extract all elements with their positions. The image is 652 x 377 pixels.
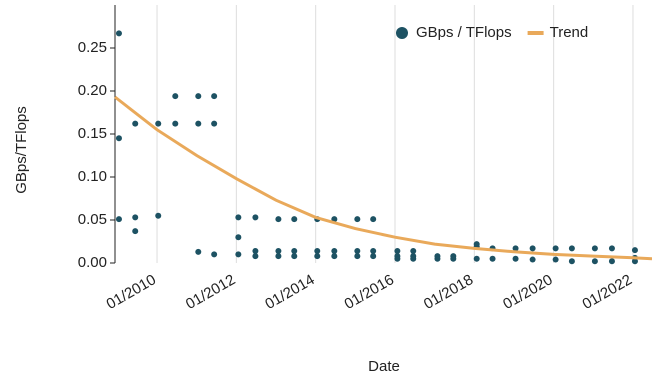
point — [115, 216, 122, 223]
point — [473, 255, 480, 262]
point — [211, 93, 218, 100]
y-tick-label: 0.05 — [78, 211, 107, 228]
point — [195, 248, 202, 255]
point — [275, 253, 282, 260]
point — [331, 247, 338, 254]
point — [370, 216, 377, 223]
point — [608, 245, 615, 252]
point — [370, 247, 377, 254]
point — [235, 214, 242, 221]
point — [155, 212, 162, 219]
point — [195, 120, 202, 127]
point — [195, 93, 202, 100]
point — [172, 93, 179, 100]
legend-label: GBps / TFlops — [416, 24, 512, 41]
point — [252, 214, 259, 221]
point — [252, 247, 259, 254]
point — [568, 245, 575, 252]
point — [275, 247, 282, 254]
point — [314, 253, 321, 260]
point — [552, 256, 559, 263]
x-tick-label: 01/2012 — [183, 271, 238, 313]
point — [450, 255, 457, 262]
point — [115, 30, 122, 37]
point — [291, 253, 298, 260]
x-tick-label: 01/2016 — [342, 271, 397, 313]
point — [631, 247, 638, 254]
point — [608, 258, 615, 265]
point — [529, 245, 536, 252]
point — [211, 120, 218, 127]
point — [235, 251, 242, 258]
point — [434, 255, 441, 262]
point — [132, 228, 139, 235]
point — [132, 214, 139, 221]
point — [291, 216, 298, 223]
point — [115, 135, 122, 142]
point — [552, 245, 559, 252]
trend-line — [114, 95, 652, 261]
y-axis-label: GBps/TFlops — [13, 106, 30, 194]
point — [394, 255, 401, 262]
legend-label: Trend — [550, 24, 589, 41]
point — [512, 245, 519, 252]
x-tick-label: 01/2018 — [421, 271, 476, 313]
point — [331, 216, 338, 223]
point — [529, 256, 536, 263]
y-tick-label: 0.25 — [78, 39, 107, 56]
point — [172, 120, 179, 127]
point — [591, 258, 598, 265]
x-tick-label: 01/2022 — [579, 271, 634, 313]
y-tick-label: 0.15 — [78, 125, 107, 142]
x-tick-label: 01/2020 — [500, 271, 555, 313]
point — [370, 253, 377, 260]
point — [489, 255, 496, 262]
y-tick-label: 0.20 — [78, 82, 107, 99]
point — [211, 251, 218, 258]
point — [512, 255, 519, 262]
point — [394, 247, 401, 254]
point — [631, 258, 638, 265]
point — [275, 216, 282, 223]
point — [410, 247, 417, 254]
x-axis-label: Date — [368, 358, 400, 375]
point — [568, 258, 575, 265]
point — [354, 253, 361, 260]
x-tick-label: 01/2010 — [104, 271, 159, 313]
point — [252, 253, 259, 260]
x-tick-label: 01/2014 — [262, 271, 317, 313]
point — [331, 253, 338, 260]
y-tick-label: 0.10 — [78, 168, 107, 185]
legend-marker — [396, 27, 408, 39]
point — [132, 120, 139, 127]
point — [410, 255, 417, 262]
point — [291, 247, 298, 254]
point — [354, 216, 361, 223]
y-tick-label: 0.00 — [78, 254, 107, 271]
point — [591, 245, 598, 252]
point — [354, 247, 361, 254]
point — [155, 120, 162, 127]
point — [235, 234, 242, 241]
point — [314, 247, 321, 254]
